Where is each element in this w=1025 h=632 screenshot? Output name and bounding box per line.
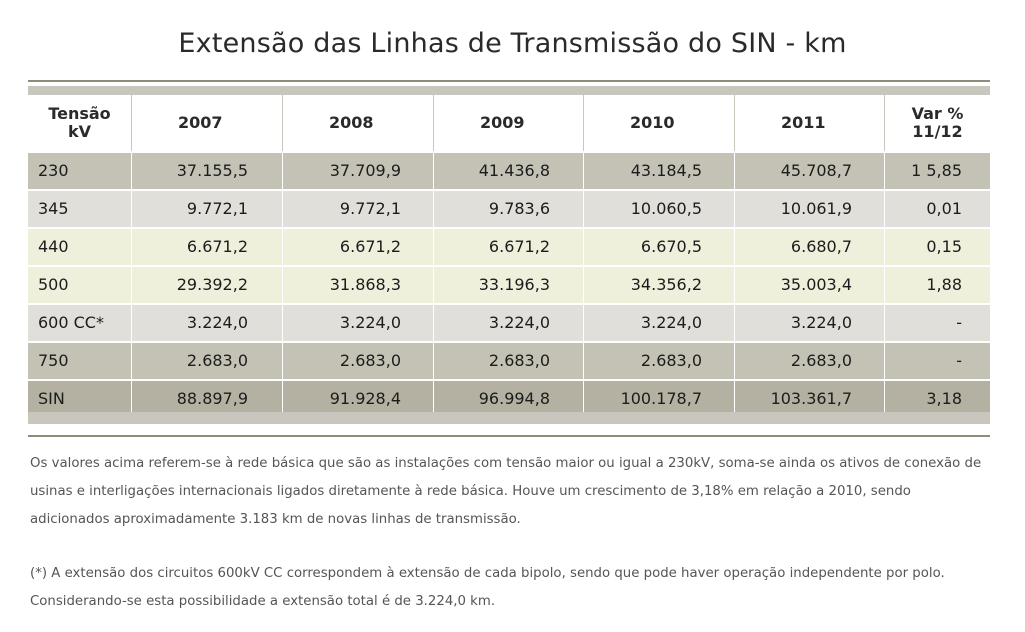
cell-var: 3,18 xyxy=(926,389,962,408)
cell-value: 34.356,2 xyxy=(584,267,735,303)
cell-value: 33.196,3 xyxy=(434,267,584,303)
table-row: 345 9.772,1 9.772,1 9.783,6 10.060,5 10.061,9… xyxy=(28,189,990,227)
cell-value: 3.224,0 xyxy=(132,305,283,341)
table-row: 600 CC* 3.224,0 3.224,0 3.224,0 3.224,0 3.224… xyxy=(28,303,990,341)
cell-value: 6.671,2 xyxy=(283,229,434,265)
cell-tensao: 230 xyxy=(28,153,132,189)
cell-var: 1,88 xyxy=(926,275,962,294)
table-header-row: Tensão kV 2007 2008 2009 2010 2011 Var % 1… xyxy=(28,95,990,151)
cell-value: 9.772,1 xyxy=(283,191,434,227)
cell-value: 35.003,4 xyxy=(735,267,885,303)
footnote-paragraph: (*) A extensão dos circuitos 600kV CC co… xyxy=(30,566,945,609)
cell-value: 37.155,5 xyxy=(132,153,283,189)
cell-value: 43.184,5 xyxy=(584,153,735,189)
cell-value: 96.994,8 xyxy=(434,381,584,417)
cell-value: 91.928,4 xyxy=(283,381,434,417)
cell-var: - xyxy=(956,313,962,332)
header-2008: 2008 xyxy=(283,95,434,151)
cell-value: 6.680,7 xyxy=(735,229,885,265)
cell-var: - xyxy=(956,351,962,370)
cell-value: 6.670,5 xyxy=(584,229,735,265)
cell-value: 3.224,0 xyxy=(434,305,584,341)
table-top-band xyxy=(28,86,990,95)
table-body: 230 37.155,5 37.709,9 41.436,8 43.184,5 45.70… xyxy=(28,151,990,417)
table-row: 500 29.392,2 31.868,3 33.196,3 34.356,2 35.00… xyxy=(28,265,990,303)
cell-tensao: 345 xyxy=(28,191,132,227)
cell-tensao: 750 xyxy=(28,343,132,379)
header-2010: 2010 xyxy=(584,95,735,151)
cell-value: 10.061,9 xyxy=(735,191,885,227)
cell-value: 9.783,6 xyxy=(434,191,584,227)
transmission-table: Tensão kV 2007 2008 2009 2010 2011 Var % 1… xyxy=(28,95,990,417)
cell-value: 31.868,3 xyxy=(283,267,434,303)
cell-tensao: 500 xyxy=(28,267,132,303)
bottom-divider xyxy=(28,435,990,437)
cell-var: 1 5,85 xyxy=(911,161,962,180)
cell-value: 41.436,8 xyxy=(434,153,584,189)
cell-value: 6.671,2 xyxy=(434,229,584,265)
cell-value: 2.683,0 xyxy=(735,343,885,379)
cell-value: 2.683,0 xyxy=(584,343,735,379)
cell-value: 2.683,0 xyxy=(132,343,283,379)
cell-value: 3.224,0 xyxy=(584,305,735,341)
table-row: 440 6.671,2 6.671,2 6.671,2 6.670,5 6.680,7 0,… xyxy=(28,227,990,265)
cell-value: 88.897,9 xyxy=(132,381,283,417)
cell-tensao: 600 CC* xyxy=(28,305,132,341)
table-total-row: SIN 88.897,9 91.928,4 96.994,8 100.178,7 103.… xyxy=(28,379,990,417)
cell-tensao: SIN xyxy=(28,381,132,417)
cell-value: 103.361,7 xyxy=(735,381,885,417)
cell-value: 100.178,7 xyxy=(584,381,735,417)
note-paragraph: Os valores acima referem-se à rede básic… xyxy=(30,456,982,527)
top-divider xyxy=(28,80,990,82)
header-2011: 2011 xyxy=(735,95,885,151)
table-row: 750 2.683,0 2.683,0 2.683,0 2.683,0 2.683,0- xyxy=(28,341,990,379)
cell-var: 0,01 xyxy=(926,199,962,218)
page-title: Extensão das Linhas de Transmissão do SI… xyxy=(178,28,847,59)
cell-value: 2.683,0 xyxy=(434,343,584,379)
cell-value: 10.060,5 xyxy=(584,191,735,227)
cell-value: 9.772,1 xyxy=(132,191,283,227)
cell-value: 3.224,0 xyxy=(283,305,434,341)
header-tensao: Tensão kV xyxy=(28,95,132,151)
table-bottom-band xyxy=(28,412,990,424)
table-row: 230 37.155,5 37.709,9 41.436,8 43.184,5 45.70… xyxy=(28,151,990,189)
cell-value: 37.709,9 xyxy=(283,153,434,189)
header-2007: 2007 xyxy=(132,95,283,151)
cell-value: 6.671,2 xyxy=(132,229,283,265)
header-2009: 2009 xyxy=(434,95,584,151)
cell-value: 29.392,2 xyxy=(132,267,283,303)
cell-value: 2.683,0 xyxy=(283,343,434,379)
cell-tensao: 440 xyxy=(28,229,132,265)
cell-var: 0,15 xyxy=(926,237,962,256)
header-var: Var % 11/12 xyxy=(911,104,964,141)
cell-value: 3.224,0 xyxy=(735,305,885,341)
cell-value: 45.708,7 xyxy=(735,153,885,189)
